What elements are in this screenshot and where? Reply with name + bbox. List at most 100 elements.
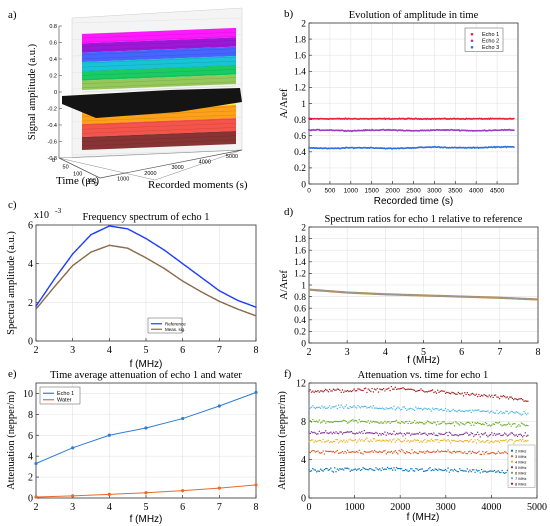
data-point	[485, 410, 488, 413]
data-point	[408, 420, 411, 423]
data-point	[233, 306, 235, 309]
data-point	[518, 434, 520, 436]
data-point	[412, 433, 414, 435]
data-point	[421, 422, 424, 424]
data-point	[389, 422, 391, 425]
data-point	[339, 431, 341, 433]
data-point	[189, 284, 191, 287]
data-point	[440, 469, 443, 471]
data-point	[344, 431, 346, 434]
data-point	[394, 441, 396, 443]
data-point	[417, 389, 420, 392]
legend-swatch	[470, 45, 474, 49]
x-tick-label: 3	[345, 347, 350, 358]
x-tick-label: 4000	[469, 188, 484, 195]
x-tick-label: 2500	[406, 188, 421, 195]
data-point	[240, 309, 243, 312]
data-point	[115, 226, 118, 228]
data-point	[501, 395, 503, 398]
data-point	[384, 408, 386, 411]
data-point	[222, 302, 224, 304]
data-point	[381, 439, 384, 441]
data-point	[513, 422, 515, 425]
data-point	[422, 423, 425, 425]
x-tick-label: 3500	[448, 188, 463, 195]
data-point	[440, 439, 443, 442]
data-point	[453, 450, 456, 453]
data-point	[443, 421, 445, 423]
data-point	[366, 451, 368, 453]
series-ratio	[308, 288, 539, 301]
x-tick-label: 3000	[436, 502, 456, 513]
data-point	[401, 408, 403, 411]
data-point	[444, 468, 447, 471]
x-axis-label: f (MHz)	[407, 355, 440, 366]
y-axis-label: A/Aref	[279, 270, 290, 300]
data-point	[395, 439, 398, 442]
data-point	[402, 450, 404, 452]
x-axis-label: f (MHz)	[130, 359, 163, 370]
data-point	[480, 468, 483, 471]
data-point	[480, 440, 483, 443]
data-point	[364, 451, 367, 453]
data-point	[399, 422, 402, 425]
data-point	[343, 407, 345, 409]
data-point	[464, 451, 466, 453]
data-point	[379, 388, 381, 390]
data-point	[509, 438, 511, 441]
data-point	[446, 410, 448, 413]
data-point	[393, 438, 395, 440]
x-tick-label: 8	[536, 347, 541, 358]
data-point	[457, 440, 460, 443]
data-point	[488, 453, 490, 455]
data-point	[319, 432, 322, 435]
data-point	[467, 471, 470, 473]
data-point	[326, 450, 328, 453]
data-point	[236, 308, 239, 310]
data-point	[447, 438, 449, 441]
data-point	[460, 421, 462, 424]
data-point	[357, 432, 359, 435]
data-point	[519, 425, 521, 427]
data-point	[64, 273, 67, 275]
data-point	[126, 247, 129, 249]
data-point	[484, 470, 487, 472]
data-point	[480, 410, 483, 412]
data-point	[326, 432, 328, 434]
data-point	[415, 467, 417, 470]
data-point	[348, 421, 350, 423]
data-point	[196, 273, 199, 276]
data-point	[376, 432, 378, 435]
data-point	[373, 469, 376, 472]
data-point	[451, 434, 453, 436]
data-point	[518, 440, 520, 442]
data-point	[75, 249, 78, 251]
data-point	[379, 422, 381, 425]
data-point	[395, 466, 398, 469]
series-8-mhz	[308, 385, 529, 402]
data-point	[185, 265, 188, 268]
data-point	[339, 441, 341, 443]
data-point	[345, 404, 348, 406]
data-point	[386, 408, 389, 410]
data-point	[336, 420, 339, 423]
data-point	[308, 390, 310, 392]
data-point	[455, 421, 457, 423]
data-point	[502, 411, 505, 414]
data-point	[384, 440, 386, 442]
data-point	[494, 471, 497, 473]
data-point	[522, 413, 524, 416]
data-point	[381, 422, 384, 424]
surface-mesh	[81, 52, 237, 59]
data-point	[322, 470, 324, 472]
data-point	[313, 391, 315, 394]
data-point	[310, 391, 313, 393]
data-point	[357, 388, 359, 390]
data-point	[363, 388, 366, 390]
data-point	[502, 472, 505, 474]
data-point	[156, 263, 158, 265]
data-point	[401, 433, 403, 435]
data-point	[399, 387, 402, 390]
data-point	[368, 389, 371, 391]
